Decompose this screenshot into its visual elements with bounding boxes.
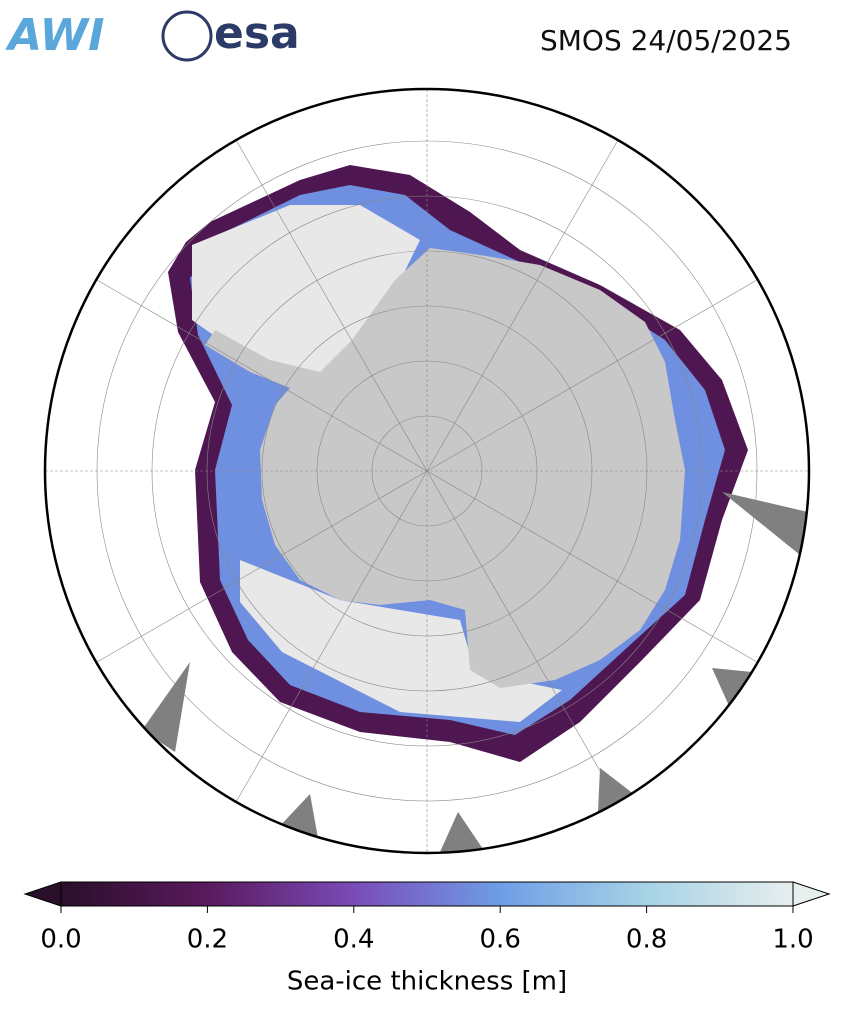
- map-boundary: [43, 87, 811, 855]
- colorbar-extend-high: [792, 881, 831, 907]
- colorbar-label: Sea-ice thickness [m]: [287, 967, 567, 997]
- esa-emblem: [161, 10, 213, 62]
- colorbar-extend-low: [23, 881, 62, 907]
- awi-logo: AWI: [5, 10, 105, 61]
- colorbar: [23, 881, 831, 913]
- sea-ice-thick-ross: [240, 560, 562, 722]
- colorbar-tick-label: 0.6: [480, 925, 521, 955]
- graticule: [45, 89, 809, 853]
- title: SMOS 24/05/2025: [540, 24, 792, 57]
- colorbar-body: [60, 881, 794, 907]
- antarctica: [205, 248, 685, 688]
- esa-logo: esa: [214, 8, 300, 59]
- colorbar-tick-label: 1.0: [772, 925, 813, 955]
- colorbar-tick-label: 0.4: [333, 925, 374, 955]
- map: [45, 89, 809, 853]
- colorbar-tick-label: 0.2: [187, 925, 228, 955]
- colorbar-tick-label: 0.8: [626, 925, 667, 955]
- colorbar-tick-label: 0.0: [40, 925, 81, 955]
